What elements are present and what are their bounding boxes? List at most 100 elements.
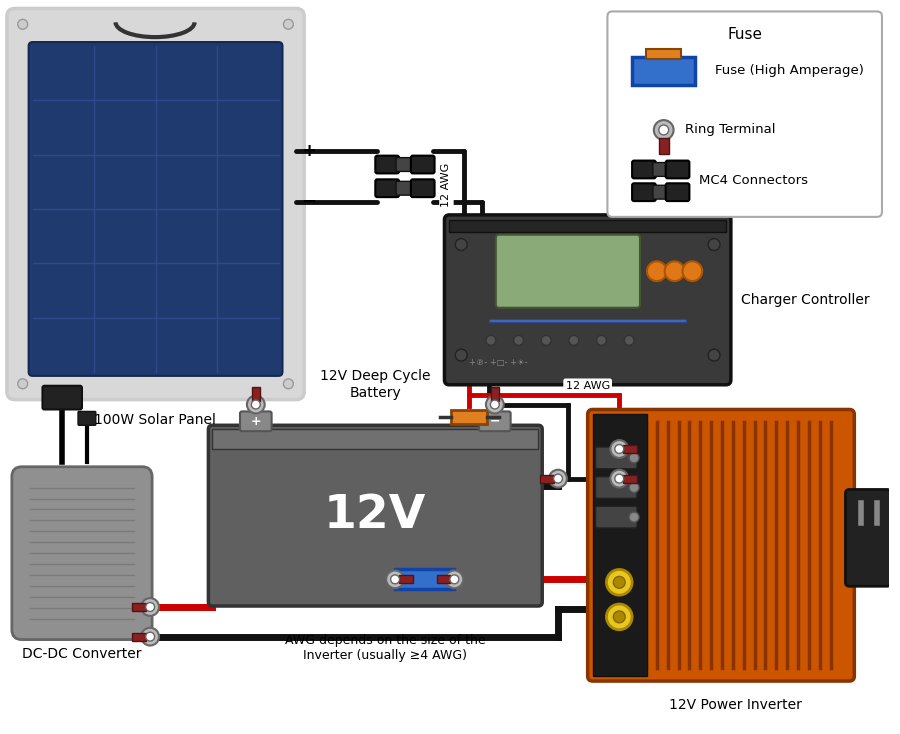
Bar xyxy=(132,603,146,611)
FancyBboxPatch shape xyxy=(375,179,399,197)
FancyBboxPatch shape xyxy=(666,184,689,201)
Circle shape xyxy=(607,604,632,630)
Text: Fuse: Fuse xyxy=(727,26,762,42)
Circle shape xyxy=(615,445,624,454)
FancyBboxPatch shape xyxy=(666,161,689,178)
FancyBboxPatch shape xyxy=(396,158,414,172)
Circle shape xyxy=(629,482,639,493)
FancyBboxPatch shape xyxy=(396,181,414,195)
Text: +: + xyxy=(250,415,261,428)
FancyBboxPatch shape xyxy=(29,42,283,376)
FancyBboxPatch shape xyxy=(12,467,152,639)
Circle shape xyxy=(615,474,624,483)
FancyBboxPatch shape xyxy=(632,184,656,201)
Bar xyxy=(132,633,146,641)
Circle shape xyxy=(146,603,155,611)
Circle shape xyxy=(18,19,28,29)
FancyBboxPatch shape xyxy=(845,490,891,586)
Circle shape xyxy=(486,335,496,345)
Bar xyxy=(399,575,413,584)
Bar xyxy=(592,415,647,676)
FancyBboxPatch shape xyxy=(608,12,882,217)
FancyBboxPatch shape xyxy=(375,156,399,173)
FancyBboxPatch shape xyxy=(78,412,95,425)
Bar xyxy=(540,475,554,482)
Text: 100W Solar Panel: 100W Solar Panel xyxy=(94,413,216,427)
Bar xyxy=(212,429,538,449)
Circle shape xyxy=(141,598,159,616)
Text: 12V Power Inverter: 12V Power Inverter xyxy=(670,698,802,712)
Circle shape xyxy=(554,474,562,483)
Bar xyxy=(252,387,260,401)
Circle shape xyxy=(446,570,464,588)
Bar xyxy=(449,220,726,232)
Circle shape xyxy=(549,470,567,487)
Text: DC-DC Converter: DC-DC Converter xyxy=(22,647,141,661)
Circle shape xyxy=(597,335,607,345)
FancyBboxPatch shape xyxy=(42,386,82,410)
Text: Fuse (High Amperage): Fuse (High Amperage) xyxy=(716,64,864,77)
Bar xyxy=(623,475,637,482)
Bar xyxy=(395,570,454,589)
Circle shape xyxy=(629,453,639,463)
Circle shape xyxy=(613,576,626,588)
Circle shape xyxy=(455,349,467,361)
Text: −: − xyxy=(302,193,317,211)
Circle shape xyxy=(284,379,293,389)
Circle shape xyxy=(491,400,500,409)
FancyBboxPatch shape xyxy=(652,162,669,176)
FancyBboxPatch shape xyxy=(7,9,304,399)
Text: −: − xyxy=(490,415,500,428)
Text: 12 AWG: 12 AWG xyxy=(565,381,610,390)
FancyBboxPatch shape xyxy=(596,447,637,469)
Text: 12 AWG: 12 AWG xyxy=(441,163,452,208)
Circle shape xyxy=(625,335,634,345)
Circle shape xyxy=(18,379,28,389)
Circle shape xyxy=(610,440,628,458)
Bar xyxy=(436,575,450,584)
Circle shape xyxy=(284,19,293,29)
Text: 12V: 12V xyxy=(324,493,427,537)
Bar xyxy=(632,57,696,84)
FancyBboxPatch shape xyxy=(496,235,640,308)
Text: 12V Deep Cycle
Battery: 12V Deep Cycle Battery xyxy=(320,369,430,399)
Circle shape xyxy=(659,125,669,135)
Bar xyxy=(491,387,499,401)
Circle shape xyxy=(653,120,673,140)
Circle shape xyxy=(607,570,632,595)
Circle shape xyxy=(682,261,702,281)
Circle shape xyxy=(146,632,155,641)
Circle shape xyxy=(455,239,467,250)
FancyBboxPatch shape xyxy=(240,412,272,431)
Bar xyxy=(489,319,687,321)
FancyBboxPatch shape xyxy=(479,412,510,431)
FancyBboxPatch shape xyxy=(588,410,854,681)
FancyBboxPatch shape xyxy=(596,476,637,498)
Text: Charger Controller: Charger Controller xyxy=(741,293,869,307)
Bar xyxy=(623,445,637,453)
FancyBboxPatch shape xyxy=(632,161,656,178)
Circle shape xyxy=(541,335,551,345)
Circle shape xyxy=(665,261,684,281)
Circle shape xyxy=(450,575,459,584)
FancyBboxPatch shape xyxy=(209,425,542,606)
Circle shape xyxy=(610,470,628,487)
Bar xyxy=(659,138,669,153)
FancyBboxPatch shape xyxy=(411,179,435,197)
Circle shape xyxy=(251,400,260,409)
Text: Ring Terminal: Ring Terminal xyxy=(686,123,776,137)
Circle shape xyxy=(486,396,504,413)
FancyBboxPatch shape xyxy=(411,156,435,173)
Text: +: + xyxy=(302,142,316,160)
Circle shape xyxy=(391,575,400,584)
Text: +℗- +□- +☀-: +℗- +□- +☀- xyxy=(469,358,527,367)
Bar xyxy=(646,49,681,59)
Circle shape xyxy=(569,335,579,345)
Circle shape xyxy=(613,611,626,623)
Circle shape xyxy=(247,396,265,413)
FancyBboxPatch shape xyxy=(445,215,731,385)
FancyBboxPatch shape xyxy=(652,185,669,199)
Circle shape xyxy=(629,512,639,522)
Circle shape xyxy=(386,570,404,588)
Text: AWG depends on the size of the
Inverter (usually ≥4 AWG): AWG depends on the size of the Inverter … xyxy=(285,633,485,661)
